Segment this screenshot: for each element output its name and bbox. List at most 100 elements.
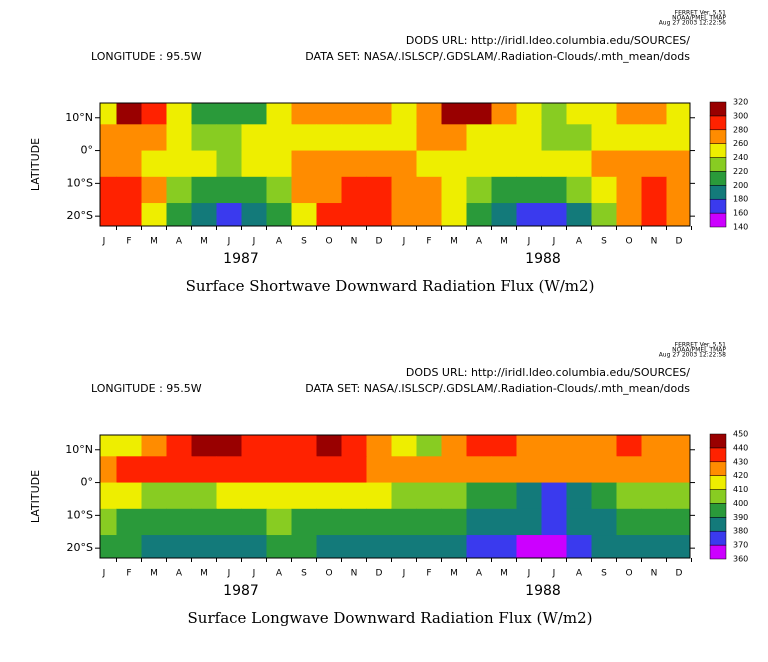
cell: [616, 456, 642, 484]
colorbar-box: [709, 212, 727, 228]
cell: [466, 456, 492, 484]
cell: [566, 456, 592, 484]
x-tick-label: A: [576, 237, 583, 247]
cell: [191, 124, 217, 152]
cell: [416, 456, 442, 484]
cell: [341, 508, 367, 536]
chart-title: Surface Shortwave Downward Radiation Flu…: [186, 277, 595, 295]
x-tick-label: F: [126, 569, 131, 579]
cell: [216, 482, 242, 510]
x-tick-label: N: [651, 237, 658, 247]
cell: [566, 103, 592, 125]
cell: [491, 535, 517, 558]
cell: [341, 535, 367, 558]
cell: [216, 176, 242, 204]
cell: [316, 124, 342, 152]
cell: [641, 203, 667, 226]
cell: [591, 176, 617, 204]
x-tick-label: M: [150, 569, 158, 579]
x-tick-label: S: [601, 237, 607, 247]
ferret-info: FERRET Ver. 5.51: [675, 342, 727, 349]
x-tick-label: M: [500, 569, 508, 579]
cell: [100, 435, 117, 457]
cell: [491, 435, 517, 457]
cell: [100, 150, 117, 178]
colorbar-box: [709, 544, 727, 560]
cell: [616, 203, 642, 226]
cell: [100, 103, 117, 125]
cell: [100, 176, 117, 204]
colorbar-label: 420: [733, 471, 748, 480]
cell: [441, 103, 467, 125]
cell: [416, 482, 442, 510]
dods-url: DODS URL: http://iridl.ldeo.columbia.edu…: [406, 366, 690, 379]
x-tick-label: S: [601, 569, 607, 579]
cell: [516, 124, 542, 152]
cell: [441, 176, 467, 204]
cell: [291, 535, 317, 558]
cell: [466, 103, 492, 125]
cell: [666, 456, 690, 484]
cell: [391, 535, 417, 558]
colorbar-box: [709, 129, 727, 144]
dataset: DATA SET: NASA/.ISLSCP/.GDSLAM/.Radiatio…: [305, 382, 690, 395]
cell: [391, 203, 417, 226]
year-label: 1987: [223, 251, 259, 267]
x-tick-label: D: [376, 237, 383, 247]
cell: [316, 435, 342, 457]
cell: [166, 435, 192, 457]
x-tick-label: M: [500, 237, 508, 247]
cell: [666, 124, 690, 152]
colorbar-label: 300: [733, 111, 748, 120]
colorbar-box: [709, 461, 727, 476]
cell: [441, 456, 467, 484]
cell: [341, 435, 367, 457]
colorbar-label: 400: [733, 499, 748, 508]
cell: [541, 535, 567, 558]
colorbar-box: [709, 101, 727, 117]
cell: [316, 535, 342, 558]
heatmap: [100, 435, 690, 558]
colorbar-label: 180: [733, 195, 748, 204]
plot-frame: [99, 434, 691, 559]
cell: [466, 124, 492, 152]
cell: [341, 103, 367, 125]
x-tick-label: N: [651, 569, 658, 579]
cell: [216, 124, 242, 152]
cell: [191, 535, 217, 558]
cell: [241, 150, 267, 178]
x-tick-label: A: [476, 237, 483, 247]
x-tick-label: D: [676, 237, 683, 247]
cell: [141, 535, 167, 558]
cell: [141, 124, 167, 152]
cell: [591, 456, 617, 484]
cell: [141, 435, 167, 457]
colorbar-label: 200: [733, 181, 748, 190]
cell: [366, 482, 392, 510]
cell: [166, 150, 192, 178]
cell: [166, 176, 192, 204]
cell: [541, 456, 567, 484]
cell: [366, 103, 392, 125]
x-tick-label: M: [150, 237, 158, 247]
x-tick-label: S: [301, 237, 307, 247]
cell: [341, 203, 367, 226]
cell: [416, 435, 442, 457]
cell: [516, 508, 542, 536]
cell: [616, 150, 642, 178]
x-tick-label: O: [625, 569, 632, 579]
cell: [291, 482, 317, 510]
ferret-info: FERRET Ver. 5.51: [675, 10, 727, 17]
cell: [216, 508, 242, 536]
cell: [141, 176, 167, 204]
cell: [216, 535, 242, 558]
cell: [141, 456, 167, 484]
cell: [641, 535, 667, 558]
x-tick-label: J: [252, 569, 256, 579]
cell: [241, 508, 267, 536]
cell: [266, 203, 292, 226]
cell: [100, 508, 117, 536]
cell: [641, 508, 667, 536]
cell: [441, 124, 467, 152]
cell: [166, 482, 192, 510]
